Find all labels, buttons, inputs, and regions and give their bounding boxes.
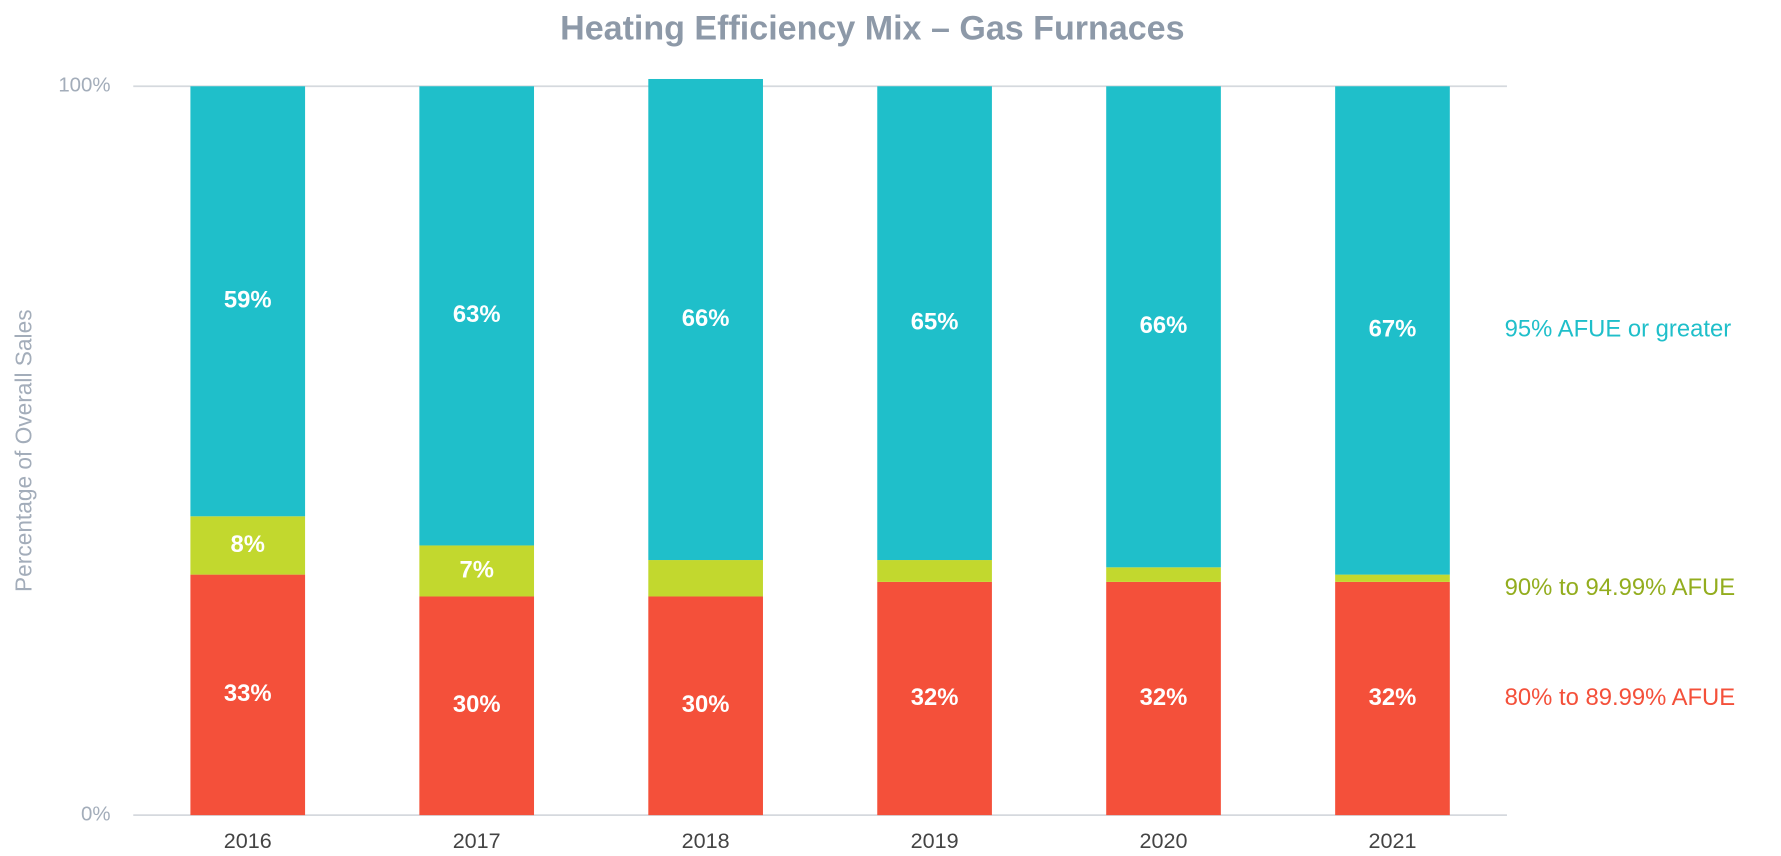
data-label: 32% [1140, 684, 1188, 711]
bar-segment [190, 574, 306, 816]
legend-label: 80% to 89.99% AFUE [1505, 684, 1735, 711]
bar-segment [648, 560, 763, 597]
bar-segment [877, 86, 992, 561]
bar-segment [419, 596, 535, 816]
chart-title: Heating Efficiency Mix – Gas Furnaces [560, 10, 1184, 48]
bar-segment [1106, 581, 1221, 816]
legend-label: 90% to 94.99% AFUE [1505, 574, 1735, 601]
x-tick-label: 2016 [224, 828, 272, 853]
y-tick-label: 0% [81, 804, 111, 826]
bar-segment [648, 78, 763, 561]
data-label: 8% [231, 531, 265, 558]
y-axis-label: Percentage of Overall Sales [10, 309, 36, 591]
bar-segment [1106, 86, 1221, 568]
bar-segment [877, 581, 992, 816]
x-tick-label: 2021 [1368, 828, 1416, 853]
data-label: 7% [459, 556, 493, 583]
x-tick-label: 2019 [911, 828, 959, 853]
bar-segment [419, 545, 535, 597]
bar-segment [877, 560, 992, 582]
data-label: 65% [911, 308, 959, 335]
legend-label: 95% AFUE or greater [1505, 316, 1732, 343]
data-label: 30% [682, 691, 730, 718]
bar-segment [419, 86, 535, 546]
data-label: 66% [1140, 312, 1188, 339]
data-label: 32% [911, 684, 959, 711]
x-tick-label: 2018 [682, 828, 730, 853]
data-label: 66% [682, 305, 730, 332]
bar-segment [1335, 581, 1450, 816]
data-label: 33% [224, 680, 272, 707]
y-tick-label: 100% [58, 75, 110, 97]
bar-segment [1335, 574, 1450, 582]
x-tick-label: 2017 [453, 828, 501, 853]
data-label: 59% [224, 287, 272, 314]
bar-segment [1106, 567, 1221, 582]
bar-segment [190, 516, 306, 575]
bar-segment [190, 86, 306, 517]
data-label: 30% [453, 691, 501, 718]
x-tick-label: 2020 [1140, 828, 1188, 853]
data-label: 63% [453, 301, 501, 328]
bar-segment [648, 596, 763, 816]
data-label: 32% [1369, 684, 1417, 711]
data-label: 67% [1369, 316, 1417, 343]
bar-segment [1335, 86, 1450, 575]
